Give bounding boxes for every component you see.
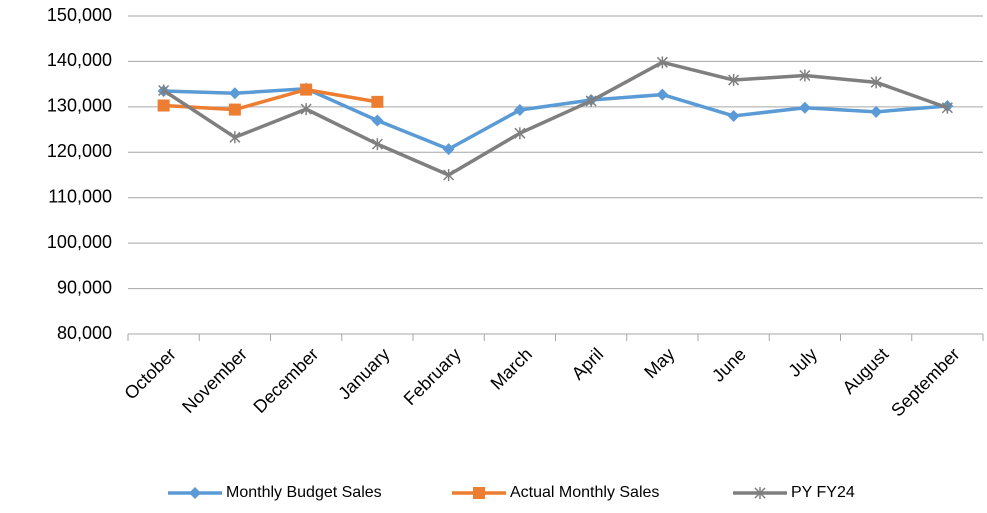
x-tick-label: March (487, 344, 537, 394)
x-tick-label: April (568, 344, 608, 384)
legend-item: PY FY24 (733, 484, 855, 501)
point (371, 114, 384, 127)
point (799, 69, 811, 82)
point (798, 101, 811, 114)
point (228, 103, 241, 116)
legend-label: PY FY24 (791, 484, 855, 501)
point (656, 88, 669, 101)
legend-marker (473, 487, 485, 499)
x-tick-label: January (334, 344, 393, 403)
legend-marker (189, 487, 201, 499)
y-tick-label: 150,000 (47, 5, 112, 25)
y-tick-label: 120,000 (47, 141, 112, 161)
point (870, 76, 882, 89)
point (442, 143, 455, 156)
x-tick-label: October (120, 344, 179, 403)
point (443, 169, 455, 181)
point (941, 101, 953, 114)
series-line (163, 87, 378, 112)
y-tick-label: 90,000 (57, 277, 112, 297)
x-tick-label: July (784, 344, 821, 381)
legend-label: Monthly Budget Sales (226, 484, 382, 501)
point (300, 103, 312, 116)
y-tick-label: 100,000 (47, 232, 112, 252)
series-line (162, 60, 948, 177)
point (371, 95, 384, 108)
point (371, 138, 383, 151)
y-tick-label: 130,000 (47, 96, 112, 116)
x-tick-label: November (178, 344, 251, 417)
point (157, 99, 170, 112)
point (585, 94, 597, 107)
point (300, 83, 313, 96)
legend-label: Actual Monthly Sales (510, 484, 659, 501)
y-tick-label: 140,000 (47, 50, 112, 70)
point (158, 84, 170, 97)
point (727, 109, 740, 122)
point (229, 131, 241, 144)
point (228, 87, 241, 100)
point (513, 104, 526, 117)
legend-item: Monthly Budget Sales (168, 484, 382, 501)
legend-marker (754, 487, 766, 499)
y-tick-label: 80,000 (57, 323, 112, 343)
point (870, 105, 883, 118)
series-line (163, 86, 948, 151)
x-tick-label: June (708, 344, 750, 386)
x-tick-label: September (887, 344, 963, 420)
point (514, 127, 526, 140)
legend-item: Actual Monthly Sales (452, 484, 659, 501)
x-tick-label: February (400, 344, 465, 409)
point (728, 74, 740, 87)
x-tick-label: December (249, 344, 322, 417)
point (656, 56, 668, 69)
x-tick-label: May (640, 344, 678, 382)
x-tick-label: August (839, 344, 893, 398)
y-tick-label: 110,000 (48, 186, 112, 206)
